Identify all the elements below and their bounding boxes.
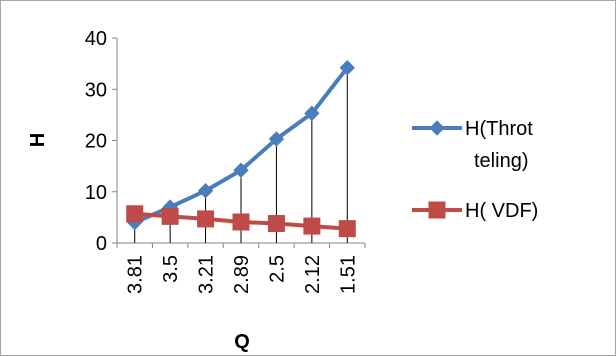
legend-label: teling)	[474, 150, 528, 172]
legend-marker	[429, 120, 445, 136]
legend-item: H(Throt teling)	[412, 118, 533, 172]
data-point	[268, 131, 285, 147]
data-point	[161, 207, 179, 225]
x-tick-label: 3.81	[125, 255, 147, 294]
x-axis-title: Q	[234, 331, 250, 353]
x-tick-label: 2.5	[266, 255, 288, 283]
y-tick-label: 20	[85, 131, 107, 153]
x-tick-label: 1.51	[337, 255, 359, 294]
data-point	[232, 213, 250, 231]
data-point	[338, 220, 356, 238]
data-point	[197, 183, 214, 199]
data-point	[197, 210, 215, 228]
legend-marker	[428, 201, 446, 219]
x-tick-label: 2.12	[302, 255, 324, 294]
x-tick-label: 3.5	[160, 255, 182, 283]
y-tick-label: 30	[85, 79, 107, 101]
data-point	[267, 215, 285, 233]
data-point	[304, 105, 320, 122]
data-point	[303, 217, 321, 235]
legend-label: H(Throt	[465, 118, 533, 140]
x-tick-label: 3.21	[196, 255, 218, 294]
legend-label: H( VDF)	[465, 200, 538, 222]
data-point	[126, 205, 144, 223]
legend: H(Throt teling) H( VDF)	[412, 118, 538, 222]
data-point	[233, 162, 249, 178]
y-ticks: 0 10 20 30 40	[85, 28, 117, 255]
y-tick-label: 10	[85, 182, 107, 204]
series-layer	[126, 60, 356, 238]
x-ticks: 3.81 3.5 3.21 2.89 2.5 2.12 1.51	[116, 243, 366, 294]
series-vdf	[126, 205, 356, 238]
y-tick-label: 40	[85, 28, 107, 50]
y-axis-title: H	[27, 133, 49, 147]
legend-item: H( VDF)	[412, 200, 538, 222]
y-tick-label: 0	[96, 233, 107, 255]
data-point	[339, 60, 355, 76]
x-tick-label: 2.89	[231, 255, 253, 294]
